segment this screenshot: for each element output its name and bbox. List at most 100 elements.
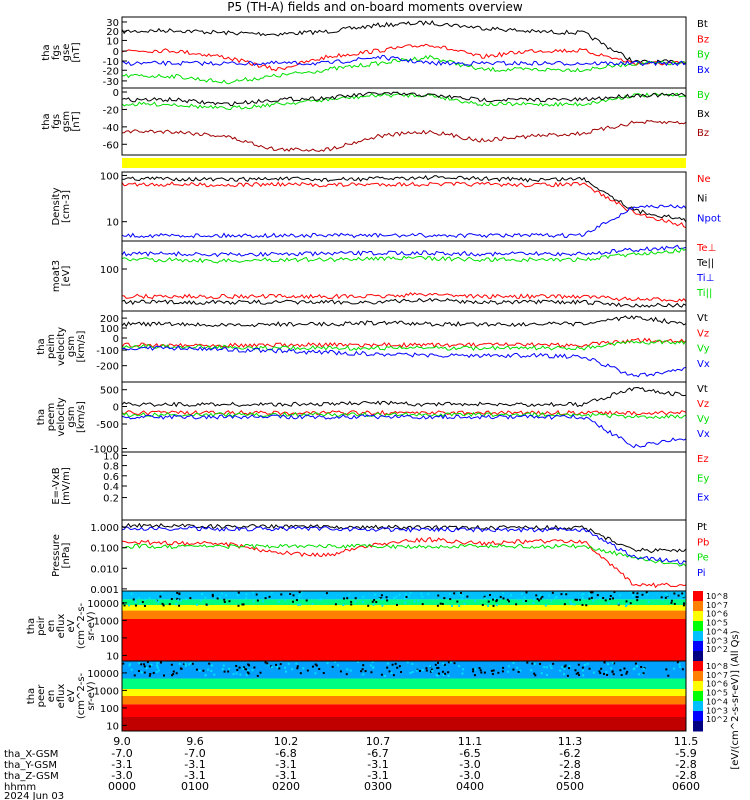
heatmap-noise — [235, 664, 238, 667]
heatmap-noise — [437, 666, 440, 669]
y-axis-label: tha — [26, 688, 37, 704]
y-tick-label: -40 — [103, 123, 119, 134]
x-axis-row-value: -2.8 — [675, 769, 696, 782]
heatmap-noise — [449, 661, 452, 664]
x-axis-row-value: -3.1 — [275, 769, 296, 782]
y-axis-label: peer — [36, 684, 47, 708]
heatmap-noise — [577, 671, 580, 674]
heatmap-noise — [137, 669, 140, 672]
heatmap-noise — [642, 672, 645, 675]
y-tick-label: 100 — [100, 171, 119, 182]
heatmap-noise — [139, 602, 142, 605]
series-by-line — [121, 92, 687, 111]
heatmap-noise — [284, 666, 287, 669]
heatmap-noise — [545, 673, 548, 676]
heatmap-noise — [284, 598, 287, 601]
y-tick-label: 10 — [106, 218, 119, 229]
heatmap-noise — [138, 662, 141, 665]
heatmap-noise — [483, 595, 486, 598]
heatmap-noise — [569, 600, 572, 603]
x-axis-row-label: tha_Z-GSM — [4, 771, 59, 782]
heatmap-noise — [170, 674, 173, 677]
legend-pb: Pb — [697, 537, 709, 548]
heatmap-noise — [458, 604, 461, 607]
colorbar-tick-label: 10^5 — [706, 689, 728, 698]
heatmap-noise — [533, 672, 536, 675]
colorbar-segment — [693, 661, 703, 672]
heatmap-noise — [425, 669, 428, 672]
heatmap-noise — [502, 592, 505, 595]
heatmap-noise — [641, 593, 644, 596]
colorbar-tick-label: 10^7 — [706, 671, 728, 680]
heatmap-noise — [245, 668, 248, 671]
y-tick-label: 200 — [100, 314, 119, 325]
heatmap-noise — [175, 672, 178, 675]
heatmap-noise — [425, 667, 428, 670]
heatmap-noise — [157, 669, 160, 672]
heatmap-noise — [578, 598, 581, 601]
heatmap-noise — [295, 662, 298, 665]
y-axis-label: fgs — [51, 114, 62, 129]
heatmap-noise — [545, 666, 548, 669]
heatmap-noise — [299, 603, 302, 606]
y-axis-label: moat3 — [51, 260, 62, 292]
x-axis-row-value: -3.1 — [184, 769, 205, 782]
series-bz-line — [121, 119, 687, 152]
heatmap-noise — [472, 668, 475, 671]
heatmap-noise — [536, 597, 539, 600]
series-bt-line — [121, 20, 687, 65]
heatmap-noise — [239, 673, 242, 676]
heatmap-noise — [421, 669, 424, 672]
y-axis-label: peim — [46, 334, 57, 359]
y-axis-label: tha — [36, 409, 47, 425]
heatmap-noise — [448, 592, 451, 595]
heatmap-noise — [436, 667, 439, 670]
heatmap-noise — [256, 674, 259, 677]
heatmap-noise — [325, 592, 328, 595]
heatmap-noise — [494, 597, 497, 600]
heatmap-noise — [246, 671, 249, 674]
y-tick-label: -200 — [96, 362, 119, 373]
legend-ti⊥: Ti⊥ — [696, 273, 714, 284]
heatmap-noise — [611, 670, 614, 673]
heatmap-noise — [559, 669, 562, 672]
heatmap-noise — [407, 595, 410, 598]
heatmap-noise — [146, 661, 149, 664]
heatmap-noise — [526, 661, 529, 664]
heatmap-noise — [372, 666, 375, 669]
heatmap-noise — [571, 602, 574, 605]
panel-frame — [121, 171, 687, 242]
heatmap-noise — [354, 600, 357, 603]
heatmap-noise — [188, 663, 191, 666]
heatmap-noise — [134, 604, 137, 607]
x-axis-row-value: 0100 — [181, 780, 209, 793]
heatmap-noise — [302, 667, 305, 670]
heatmap-noise — [361, 668, 364, 671]
heatmap-noise — [176, 597, 179, 600]
x-axis-row-value: -6.5 — [459, 747, 480, 760]
y-axis-label: tha — [41, 113, 52, 129]
heatmap-noise — [607, 663, 610, 666]
heatmap-band — [122, 696, 686, 705]
heatmap-noise — [247, 672, 250, 675]
heatmap-noise — [582, 674, 585, 677]
heatmap-noise — [176, 591, 179, 594]
heatmap-noise — [334, 661, 337, 664]
heatmap-noise — [189, 662, 192, 665]
colorbar-segment — [693, 611, 703, 622]
x-axis-row-label: hhmm — [4, 782, 36, 793]
heatmap-noise — [507, 665, 510, 668]
legend-bx: Bx — [697, 65, 710, 76]
series-vt-line — [121, 386, 687, 408]
heatmap-noise — [437, 672, 440, 675]
heatmap-noise — [636, 599, 639, 602]
heatmap-noise — [512, 662, 515, 665]
heatmap-noise — [251, 669, 254, 672]
heatmap-noise — [268, 595, 271, 598]
heatmap-noise — [459, 593, 462, 596]
heatmap-noise — [563, 667, 566, 670]
y-axis-label: peem — [46, 403, 57, 431]
heatmap-noise — [609, 598, 612, 601]
heatmap-noise — [568, 667, 571, 670]
